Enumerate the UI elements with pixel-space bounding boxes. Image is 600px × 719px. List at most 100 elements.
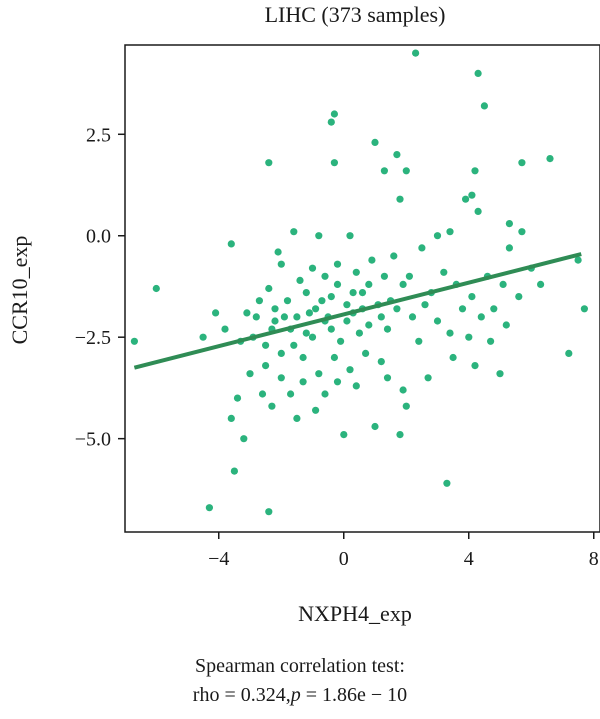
data-point [390,252,398,260]
data-point [468,293,476,301]
data-point [433,232,442,240]
data-point [352,268,360,276]
data-point [440,268,448,276]
data-point [327,293,335,301]
data-point [505,244,513,252]
data-point [302,329,310,337]
data-point [290,341,298,349]
regression-layer [133,252,582,370]
x-tick-label: −4 [208,548,229,570]
data-point [262,341,270,349]
y-tick-label: 2.5 [86,124,111,146]
data-point [408,313,417,321]
data-point [212,309,220,317]
data-point [402,167,410,175]
data-point [468,191,476,199]
data-point [412,49,420,57]
data-point [252,313,260,321]
data-point [277,349,285,357]
y-tick-label: −5.0 [75,429,111,451]
plot-frame [124,44,600,533]
data-point [330,159,338,167]
data-point [221,325,229,333]
data-point [287,390,295,398]
data-point [380,167,388,175]
y-axis-label: CCR10_exp [7,236,32,345]
x-axis-label: NXPH4_exp [298,601,412,626]
data-point [505,220,513,228]
data-point [418,244,426,252]
data-point [365,321,373,329]
data-point [355,329,363,337]
data-point [565,349,573,357]
data-point [474,207,482,215]
data-point [421,301,429,309]
data-point [333,378,342,386]
data-point [496,370,504,378]
data-point [318,297,326,305]
data-point [321,272,329,280]
data-point [258,390,267,398]
data-point [462,195,470,203]
data-point [246,370,254,378]
data-point [293,414,301,422]
data-point [302,289,310,297]
data-point [265,159,273,167]
data-point [477,313,485,321]
data-point [243,309,251,317]
data-point [368,256,376,264]
data-points [130,49,589,516]
x-tick-label: 8 [589,548,599,570]
data-point [362,349,370,357]
data-point [333,280,342,288]
data-point [546,155,554,163]
data-point [262,362,270,370]
data-point [380,272,388,280]
data-point [399,280,407,288]
data-point [399,386,407,394]
data-point [312,406,320,414]
data-point [330,110,338,118]
data-point [299,378,307,386]
p-symbol: p [290,684,301,706]
data-point [308,333,317,341]
data-point [327,325,335,333]
x-tick-label: 0 [339,548,349,570]
data-point [340,431,348,439]
data-point [343,317,351,325]
stats-caption-line2: rho = 0.324,p = 1.86e − 10 [0,684,600,707]
data-point [471,362,479,370]
data-point [305,309,313,317]
data-point [346,366,354,374]
data-point [377,313,385,321]
data-point [458,305,467,313]
data-point [315,232,323,240]
data-point [480,102,488,110]
data-point [312,305,320,313]
y-tick-label: −2.5 [75,327,111,349]
data-point [152,284,160,293]
data-point [255,297,263,305]
rho-value: rho = 0.324, [192,684,291,706]
data-point [371,138,379,146]
data-point [343,301,351,309]
data-point [333,260,342,268]
data-point [490,305,498,313]
data-point [240,435,248,443]
p-value: = 1.86e − 10 [300,684,408,706]
data-point [433,317,442,325]
regression-line [133,252,582,370]
data-point [365,280,373,288]
data-point [352,382,360,390]
data-point [537,280,545,288]
data-point [402,402,410,410]
data-point [471,167,479,175]
data-point [396,431,404,439]
data-point [474,69,482,77]
data-point [227,414,235,422]
data-point [271,305,279,313]
data-point [199,333,207,341]
data-point [265,284,273,293]
x-tick-label: 4 [464,548,474,570]
